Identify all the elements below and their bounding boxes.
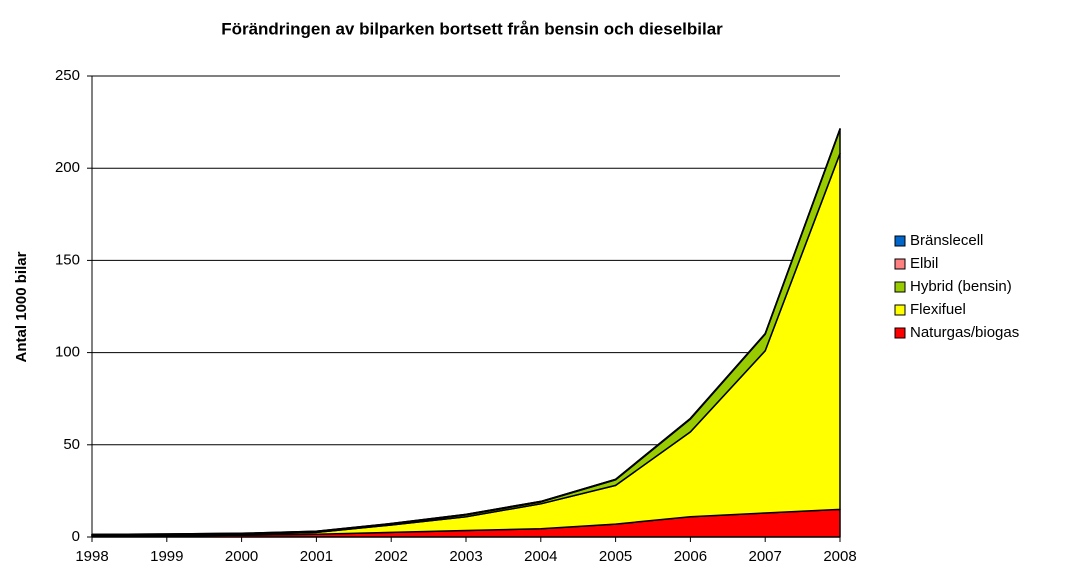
x-tick-label: 1998 — [75, 548, 108, 565]
y-tick-label: 200 — [55, 159, 80, 176]
area — [91, 128, 841, 536]
x-tick-label: 2003 — [449, 548, 482, 565]
legend-swatch — [894, 281, 906, 293]
y-tick-label: 0 — [72, 528, 80, 545]
x-tick-label: 2007 — [749, 548, 782, 565]
x-tick-label: 2004 — [524, 548, 557, 565]
legend-label: Flexifuel — [910, 301, 966, 318]
legend-swatch — [894, 327, 906, 339]
legend-label: Naturgas/biogas — [910, 324, 1019, 341]
chart-title: Förändringen av bilparken bortsett från … — [221, 19, 723, 38]
legend-label: Bränslecell — [910, 232, 983, 249]
x-tick-label: 2005 — [599, 548, 632, 565]
legend-swatch — [894, 235, 906, 247]
y-tick-label: 250 — [55, 67, 80, 84]
legend-label: Elbil — [910, 255, 938, 272]
y-tick-label: 100 — [55, 344, 80, 361]
x-tick-label: 2002 — [375, 548, 408, 565]
x-tick-label: 2000 — [225, 548, 258, 565]
x-tick-label: 1999 — [150, 548, 183, 565]
x-tick-label: 2008 — [823, 548, 856, 565]
y-axis-title: Antal 1000 bilar — [13, 251, 30, 362]
area — [91, 152, 841, 537]
legend-swatch — [894, 304, 906, 316]
legend-label: Hybrid (bensin) — [910, 278, 1012, 295]
x-tick-label: 2001 — [300, 548, 333, 565]
legend-swatch — [894, 258, 906, 270]
y-tick-label: 150 — [55, 251, 80, 268]
y-tick-label: 50 — [63, 436, 80, 453]
x-tick-label: 2006 — [674, 548, 707, 565]
